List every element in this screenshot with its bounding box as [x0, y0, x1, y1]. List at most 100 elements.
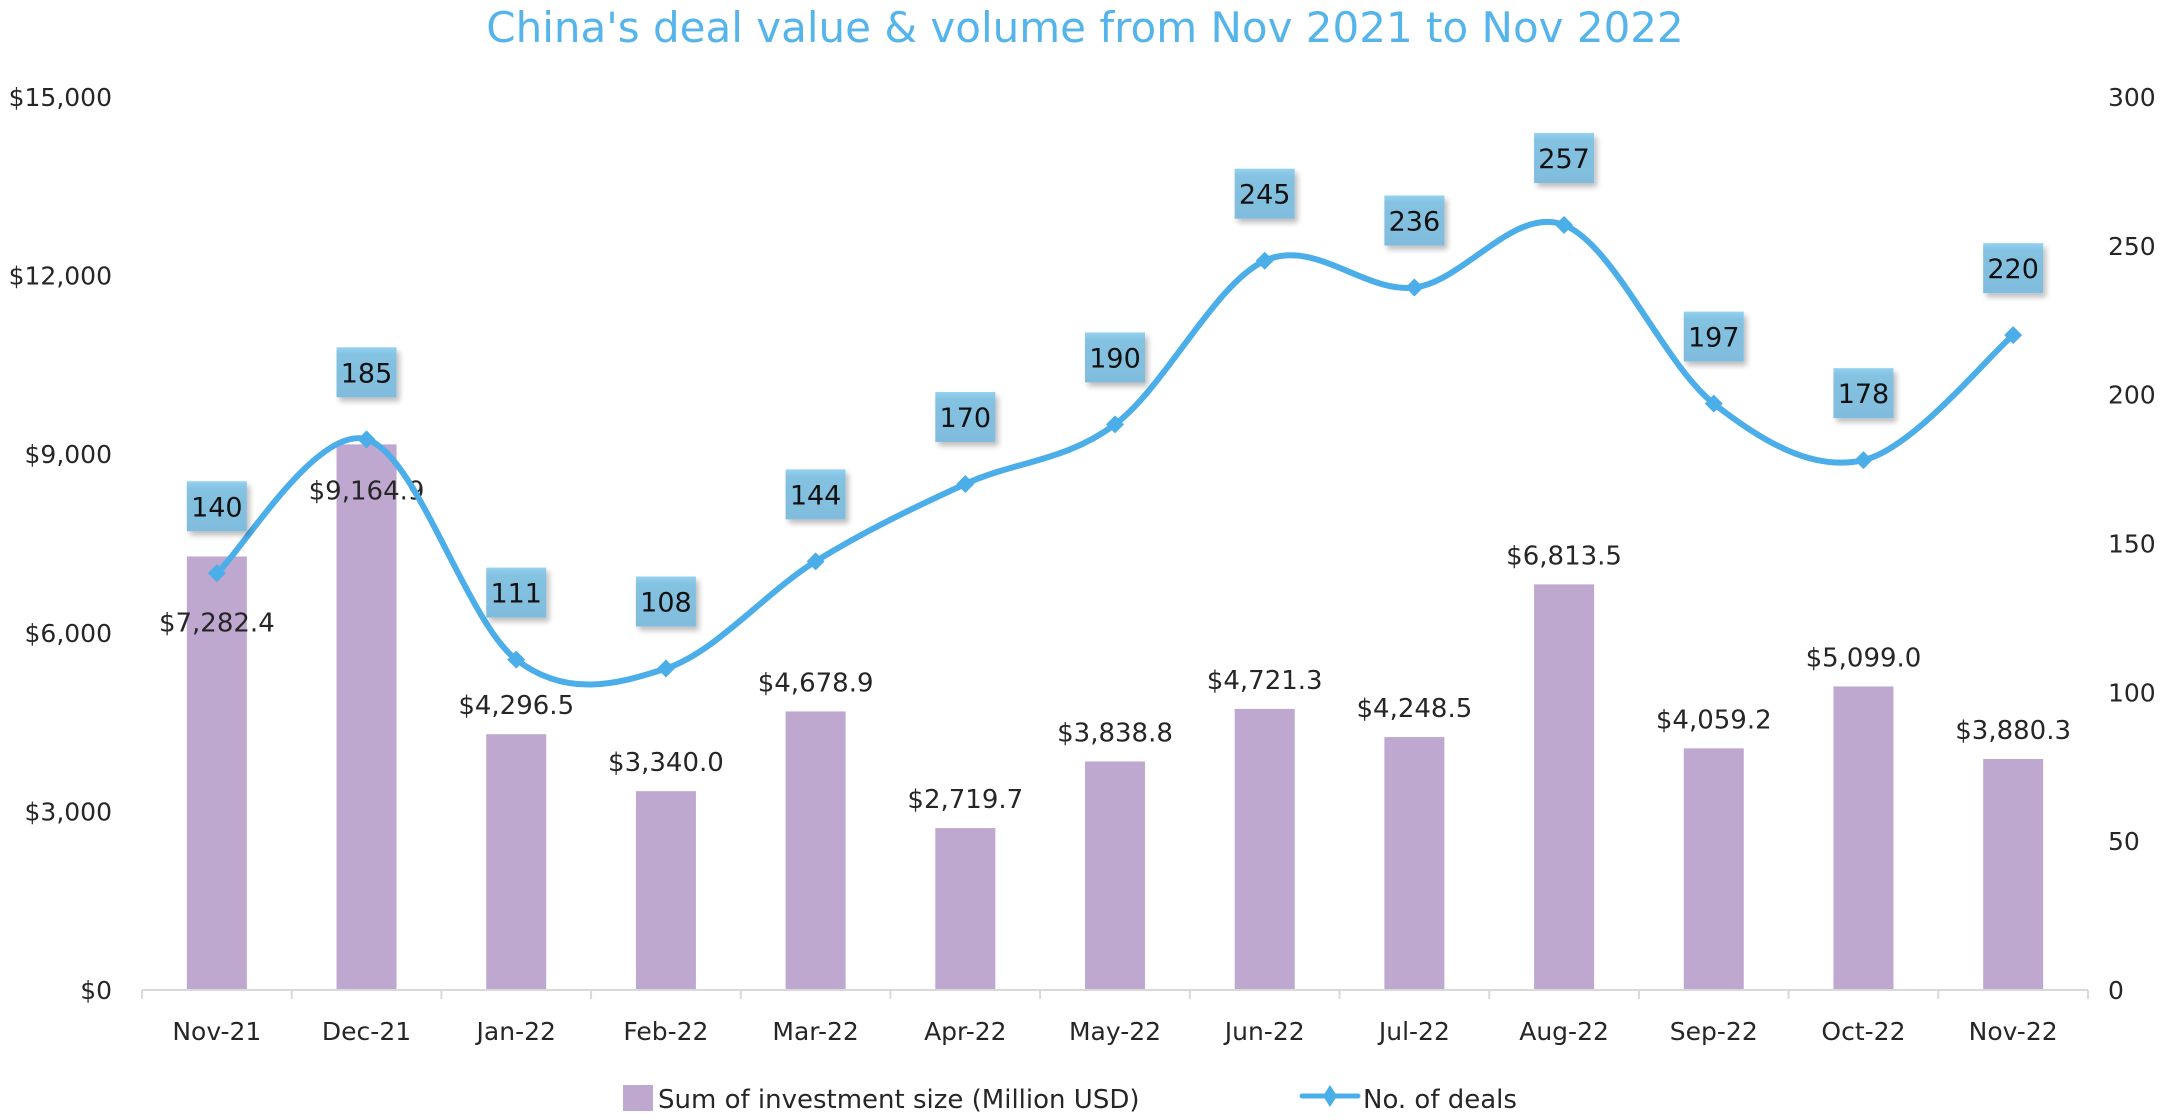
chart-title: China's deal value & volume from Nov 202…	[486, 3, 1684, 52]
legend-item-line[interactable]: No. of deals	[1299, 1085, 1517, 1115]
line-label-box	[1833, 368, 1894, 419]
line-marker-diamond[interactable]	[1704, 394, 1723, 413]
x-tick-label: Mar-22	[772, 1017, 858, 1046]
legend-marker-diamond-icon	[1323, 1085, 1337, 1107]
x-tick-label: Apr-22	[924, 1017, 1006, 1046]
line-data-label: 140	[191, 492, 243, 523]
bar-data-label: $4,248.5	[1356, 694, 1472, 724]
line-label-box	[1534, 132, 1595, 183]
y-right-tick-label: 250	[2108, 232, 2156, 261]
bar-data-label: $2,719.7	[907, 785, 1023, 815]
line-data-label: 197	[1688, 323, 1740, 354]
line-labels: 140 185 111 108 144 170 190 245 236 257 197 178 220	[186, 132, 2044, 627]
line-label-box	[1983, 243, 2044, 294]
x-tick-label: Jun-22	[1223, 1017, 1305, 1046]
x-tick-label: Nov-21	[172, 1017, 261, 1046]
bar-data-label: $6,813.5	[1506, 541, 1622, 571]
line-label-box	[785, 469, 846, 520]
bar-data-label: $5,099.0	[1806, 643, 1922, 673]
bar[interactable]	[785, 711, 846, 990]
line-marker-diamond[interactable]	[1854, 451, 1873, 470]
line-series	[207, 215, 2023, 688]
bar-series	[186, 444, 2044, 991]
bar-data-label: $4,678.9	[758, 668, 874, 698]
y-left-tick-label: $15,000	[9, 83, 112, 112]
bar[interactable]	[1534, 584, 1595, 990]
line-label-box	[1085, 332, 1145, 383]
line-data-label: 190	[1089, 343, 1141, 374]
bar[interactable]	[186, 556, 247, 990]
line-marker-diamond[interactable]	[1255, 251, 1274, 270]
bar[interactable]	[1833, 686, 1894, 990]
bar[interactable]	[1683, 748, 1744, 990]
bar-labels: $7,282.4$9,164.9$4,296.5$3,340.0$4,678.9…	[159, 476, 2071, 815]
legend-label-line: No. of deals	[1363, 1085, 1517, 1115]
line-marker-diamond[interactable]	[806, 552, 825, 571]
bar-data-label: $7,282.4	[159, 608, 275, 638]
line-marker-diamond[interactable]	[207, 564, 226, 583]
line-marker-diamond[interactable]	[357, 430, 376, 449]
line-data-label: 111	[490, 579, 542, 610]
y-left-tick-label: $3,000	[25, 797, 112, 826]
line-data-label: 170	[940, 403, 992, 434]
line-marker-diamond[interactable]	[656, 659, 675, 678]
line-marker-diamond[interactable]	[1405, 278, 1424, 297]
line-data-label: 236	[1389, 207, 1441, 238]
line-label-box	[1683, 311, 1744, 362]
line-marker-diamond[interactable]	[507, 650, 526, 669]
line-data-label: 220	[1987, 254, 2039, 285]
line-marker-diamond[interactable]	[1106, 415, 1124, 434]
line-data-label: 144	[790, 480, 842, 511]
bar[interactable]	[1983, 758, 2044, 990]
y-left-tick-label: $6,000	[25, 619, 112, 648]
bar-data-label: $3,838.8	[1057, 718, 1173, 748]
x-axis: Nov-21 Dec-21 Jan-22 Feb-22 Mar-22 Apr-22 May-…	[141, 989, 2089, 1046]
line-label-box	[486, 567, 547, 618]
line-label-box	[1384, 195, 1445, 246]
line-data-label: 185	[341, 358, 393, 389]
legend-label-bars: Sum of investment size (Million USD)	[658, 1085, 1139, 1115]
y-left-tick-label: $9,000	[25, 440, 112, 469]
bar[interactable]	[336, 444, 397, 991]
y-right-tick-label: 150	[2108, 530, 2156, 559]
y-right-tick-label: 0	[2108, 976, 2124, 1005]
y-axis-right: 0 50 100 150 200 250 300	[2108, 83, 2156, 1005]
line-label-box	[935, 391, 996, 442]
bar[interactable]	[1234, 708, 1295, 990]
bar-data-label: $4,296.5	[458, 691, 574, 721]
x-tick-label: May-22	[1069, 1017, 1161, 1046]
line-data-label: 178	[1838, 379, 1890, 410]
bar-data-label: $3,880.3	[1955, 716, 2071, 746]
bar[interactable]	[635, 791, 696, 990]
bar-data-label: $3,340.0	[608, 748, 724, 778]
y-right-tick-label: 100	[2108, 678, 2156, 707]
bar[interactable]	[1085, 761, 1145, 990]
x-tick-label: Jul-22	[1377, 1017, 1450, 1046]
line-data-label: 245	[1239, 180, 1291, 211]
bar[interactable]	[486, 734, 547, 990]
line-label-box	[635, 576, 696, 627]
x-tick-label: Jan-22	[475, 1017, 556, 1046]
line-label-box	[186, 481, 247, 532]
line-marker-diamond[interactable]	[956, 474, 975, 493]
y-left-tick-label: $12,000	[9, 262, 112, 291]
line-marker-diamond[interactable]	[1555, 215, 1574, 234]
bar-data-label: $4,059.2	[1656, 705, 1772, 735]
y-right-tick-label: 200	[2108, 381, 2156, 410]
bar[interactable]	[935, 828, 996, 990]
bar[interactable]	[1384, 737, 1445, 990]
legend-item-bars[interactable]: Sum of investment size (Million USD)	[623, 1085, 1139, 1115]
legend-swatch-bars	[623, 1085, 653, 1111]
bar-data-label: $4,721.3	[1207, 666, 1323, 696]
x-tick-label: Nov-22	[1969, 1017, 2058, 1046]
x-tick-label: Feb-22	[623, 1017, 708, 1046]
line-label-box	[1234, 168, 1295, 219]
y-left-tick-label: $0	[80, 976, 112, 1005]
y-right-tick-label: 50	[2108, 827, 2140, 856]
line-marker-diamond[interactable]	[2004, 326, 2023, 345]
line-label-box	[336, 347, 397, 398]
y-axis-left: $0 $3,000 $6,000 $9,000 $12,000 $15,000	[9, 83, 112, 1005]
x-tick-label: Dec-21	[322, 1017, 411, 1046]
x-tick-label: Oct-22	[1821, 1017, 1905, 1046]
